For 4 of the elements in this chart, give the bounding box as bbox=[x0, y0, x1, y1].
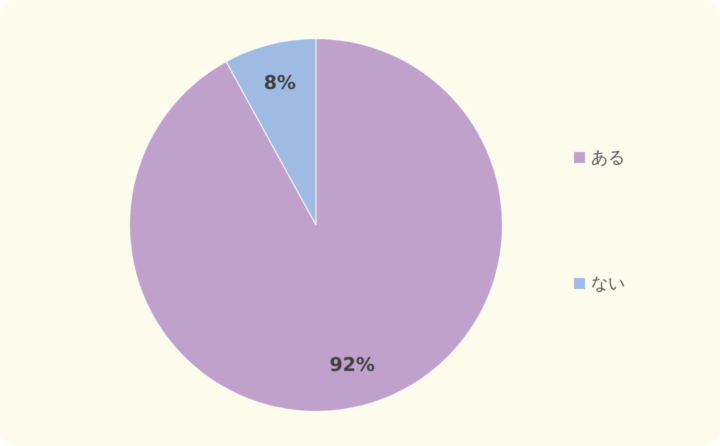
data-label: 92% bbox=[329, 354, 375, 376]
legend-label: ない bbox=[591, 272, 625, 294]
legend-label: ある bbox=[591, 146, 625, 168]
data-label: 8% bbox=[264, 72, 296, 94]
